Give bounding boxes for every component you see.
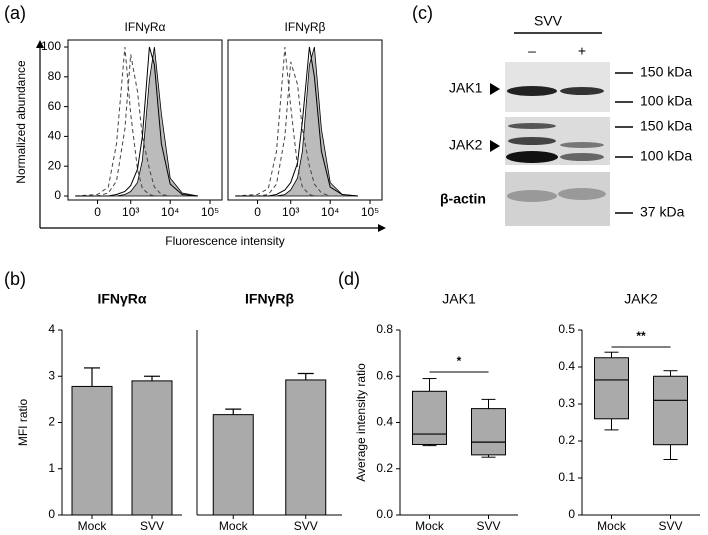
x-tick-label: SVV — [294, 519, 318, 533]
y-tick-label: 0.2 — [376, 461, 393, 475]
y-axis-label: MFI ratio — [16, 399, 30, 447]
x-tick-label: SVV — [476, 519, 500, 533]
marker-label: 150 kDa — [640, 64, 692, 80]
x-tick-label: SVV — [140, 519, 164, 533]
row-label: JAK1 — [449, 80, 483, 96]
filled-histogram — [75, 46, 199, 197]
row-label: β-actin — [440, 191, 486, 207]
panel-label: (a) — [4, 3, 26, 23]
significance-mark: * — [457, 354, 462, 368]
marker-label: 100 kDa — [640, 93, 692, 109]
lane-label: – — [528, 43, 536, 59]
band — [507, 86, 557, 96]
y-tick-label: 0.8 — [376, 322, 393, 336]
band — [506, 151, 558, 163]
arrow-marker — [490, 140, 500, 152]
arrow-head — [36, 40, 44, 48]
x-tick-label: Mock — [219, 519, 249, 533]
y-tick-label: 0.0 — [376, 507, 393, 521]
y-tick-label: 0.6 — [376, 368, 393, 382]
x-tick-label: SVV — [658, 519, 682, 533]
y-tick-label: 0.2 — [558, 433, 575, 447]
x-tick-label: Mock — [415, 519, 445, 533]
marker-label: 150 kDa — [640, 118, 692, 134]
band — [507, 190, 557, 202]
band — [508, 137, 556, 145]
panel-label: (c) — [412, 3, 433, 23]
x-tick-label: 10⁵ — [361, 205, 379, 219]
chart-title: IFNγRα — [125, 20, 166, 34]
x-tick-label: 10³ — [282, 205, 299, 219]
band — [560, 142, 604, 148]
y-tick-label: 100 — [41, 39, 61, 53]
row-label: JAK2 — [449, 137, 483, 153]
marker-label: 37 kDa — [640, 204, 685, 220]
y-tick-label: 2 — [48, 415, 55, 429]
y-axis-label: Normalized abundance — [14, 60, 28, 184]
y-tick-label: 1 — [48, 461, 55, 475]
histogram-line — [75, 46, 199, 197]
histogram-line — [235, 46, 358, 197]
x-tick-label: 10⁵ — [201, 205, 219, 219]
chart-title: IFNγRβ — [245, 291, 294, 307]
chart-title: IFNγRβ — [285, 20, 326, 34]
band — [560, 87, 604, 95]
y-tick-label: 0.1 — [558, 470, 575, 484]
y-tick-label: 80 — [48, 69, 62, 83]
panel-label: (b) — [4, 269, 26, 289]
significance-mark: ** — [636, 329, 646, 343]
y-tick-label: 0.4 — [558, 359, 575, 373]
bar — [285, 379, 327, 516]
x-tick-label: 10⁴ — [161, 205, 180, 219]
y-tick-label: 0.5 — [558, 322, 575, 336]
plot-frame — [67, 39, 223, 201]
y-tick-label: 40 — [48, 129, 62, 143]
x-tick-label: 10⁴ — [321, 205, 340, 219]
y-tick-label: 3 — [48, 368, 55, 382]
y-tick-label: 20 — [48, 158, 62, 172]
x-axis-label: Fluorescence intensity — [165, 234, 284, 248]
histogram-line — [75, 46, 198, 197]
blot-header: SVV — [534, 13, 563, 29]
band — [558, 188, 606, 200]
x-tick-label: 0 — [254, 205, 261, 219]
y-tick-label: 0 — [568, 507, 575, 521]
band — [560, 153, 604, 161]
bar — [212, 414, 254, 516]
lane-label: + — [578, 43, 586, 59]
histogram-line — [235, 46, 359, 197]
filled-histogram — [235, 46, 359, 197]
y-tick-label: 4 — [48, 322, 55, 336]
marker-label: 100 kDa — [640, 148, 692, 164]
histogram-line — [75, 54, 198, 197]
y-tick-label: 0.4 — [376, 415, 393, 429]
arrow-head — [378, 224, 386, 232]
box — [653, 375, 688, 446]
y-tick-label: 0.3 — [558, 396, 575, 410]
chart-title: IFNγRα — [97, 291, 146, 307]
bar — [131, 380, 173, 516]
histogram-line — [235, 61, 358, 197]
chart-title: JAK2 — [624, 291, 658, 307]
box — [594, 357, 629, 420]
y-tick-label: 0 — [54, 188, 61, 202]
band — [508, 123, 556, 129]
y-tick-label: 0 — [48, 507, 55, 521]
plot-frame — [227, 39, 383, 201]
x-tick-label: 10³ — [122, 205, 139, 219]
y-tick-label: 60 — [48, 99, 62, 113]
x-tick-label: Mock — [78, 519, 108, 533]
arrow-marker — [490, 83, 500, 95]
box — [471, 408, 506, 456]
x-tick-label: Mock — [597, 519, 627, 533]
box — [412, 390, 447, 445]
x-tick-label: 0 — [94, 205, 101, 219]
chart-title: JAK1 — [442, 291, 476, 307]
bar — [71, 385, 113, 516]
y-axis-label: Average intensity ratio — [354, 363, 368, 482]
panel-label: (d) — [338, 269, 360, 289]
